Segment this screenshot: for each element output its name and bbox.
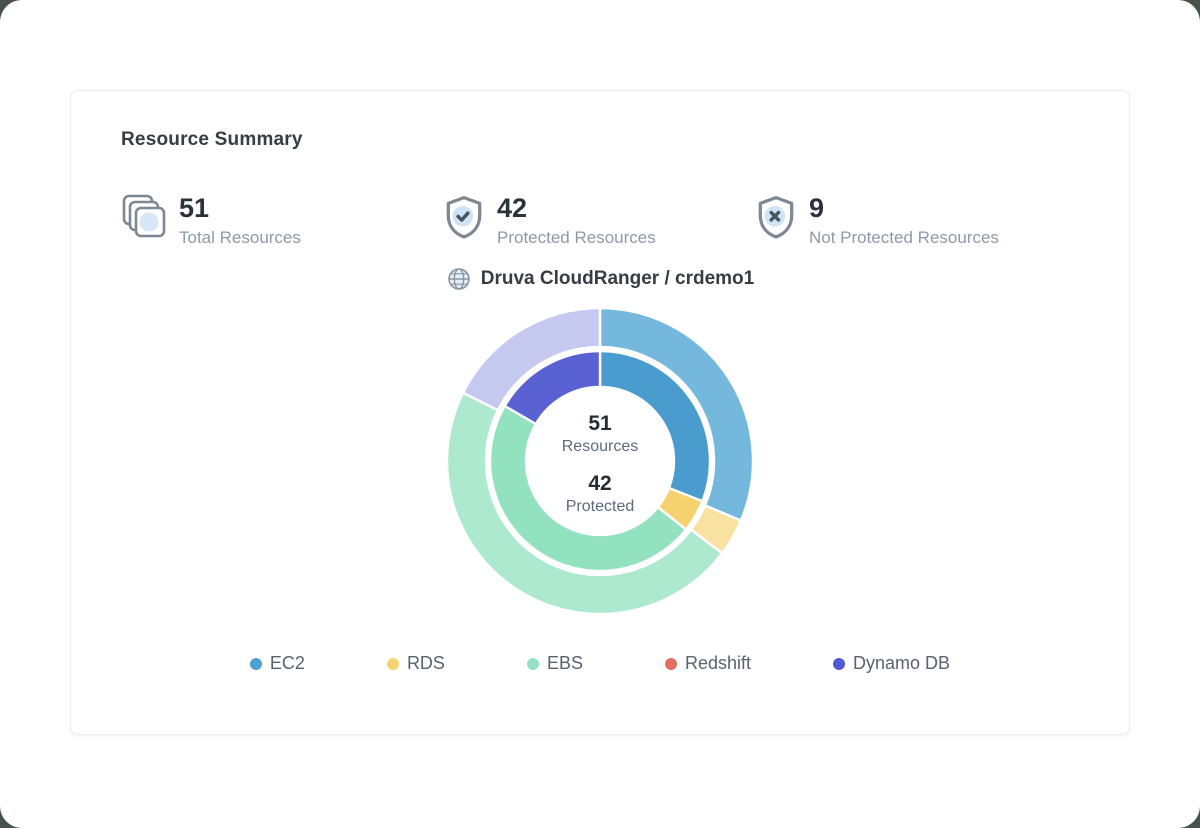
legend-dot <box>833 657 846 670</box>
donut-chart[interactable] <box>442 303 758 619</box>
legend-label: Dynamo DB <box>853 653 951 673</box>
donut-chart-container: 51 Resources 42 Protected <box>442 303 758 619</box>
legend-item-dynamo-db[interactable]: Dynamo DB <box>833 653 950 674</box>
legend-item-rds[interactable]: RDS <box>386 653 445 674</box>
donut-slice-protected-resources-dynamo-db[interactable] <box>503 349 602 426</box>
legend-item-redshift[interactable]: Redshift <box>664 653 752 674</box>
legend-item-ec2[interactable]: EC2 <box>249 653 305 674</box>
donut-slice-total-resources-ebs[interactable] <box>445 391 724 616</box>
legend-label: EBS <box>546 653 583 673</box>
legend-dot <box>664 657 677 670</box>
globe-icon <box>447 268 470 290</box>
legend-label: EC2 <box>269 653 305 673</box>
stat-value: 51 <box>179 193 210 223</box>
stat-label: Not Protected Resources <box>809 228 999 247</box>
legend-dot <box>386 657 399 670</box>
card-title: Resource Summary <box>121 129 303 150</box>
stacked-resources-icon <box>122 194 166 238</box>
donut-slice-total-resources-dynamo-db[interactable] <box>461 306 602 412</box>
stat-total-resources: 51 Total Resources <box>121 193 441 248</box>
chart-header: Druva CloudRanger / crdemo1 <box>121 266 1079 292</box>
legend-item-ebs[interactable]: EBS <box>526 653 583 674</box>
stats-row: 51 Total Resources 42 Protected Resource… <box>121 193 1079 248</box>
stat-value: 9 <box>809 193 825 223</box>
legend-dot <box>526 657 539 670</box>
chart-title: Druva CloudRanger / crdemo1 <box>480 268 755 289</box>
stat-value: 42 <box>497 193 528 223</box>
shield-check-icon <box>446 196 482 239</box>
donut-slice-protected-resources-ebs[interactable] <box>488 404 688 573</box>
legend-label: Redshift <box>684 653 752 673</box>
shield-x-icon <box>758 196 794 239</box>
stat-label: Total Resources <box>179 228 301 247</box>
stat-not-protected-resources: 9 Not Protected Resources <box>753 193 999 248</box>
legend-dot <box>249 657 262 670</box>
legend-label: RDS <box>406 653 445 673</box>
stat-label: Protected Resources <box>497 228 656 247</box>
resource-summary-card: Resource Summary 51 Total Resources <box>70 90 1130 735</box>
chart-legend: EC2 RDS EBS Redshift Dynamo DB <box>121 653 1079 674</box>
stat-protected-resources: 42 Protected Resources <box>441 193 753 248</box>
